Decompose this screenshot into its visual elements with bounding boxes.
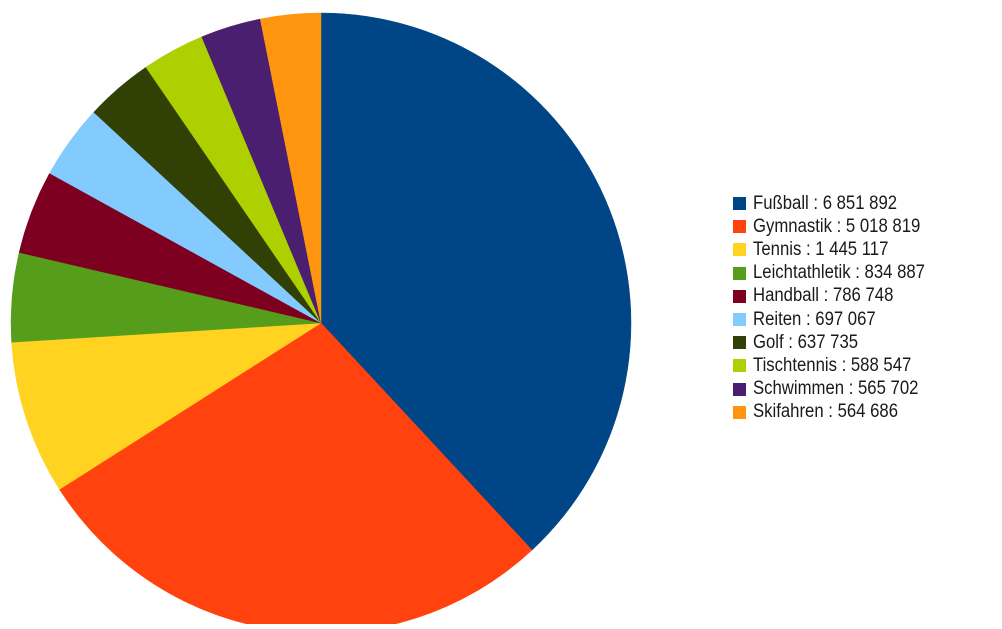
legend-swatch [733, 289, 746, 303]
legend-label: Fußball : 6 851 892 [753, 192, 898, 214]
pie-slice-fußball [320, 12, 632, 551]
legend-item: Tennis : 1 445 117 [733, 238, 948, 261]
pie-slice-gymnastik [59, 322, 533, 629]
legend-item: Golf : 637 735 [733, 331, 948, 354]
legend-swatch [733, 313, 746, 327]
legend-swatch [733, 382, 746, 396]
legend-item: Schwimmen : 565 702 [733, 378, 948, 401]
legend-swatch [733, 266, 746, 280]
legend-label: Reiten : 697 067 [753, 308, 876, 330]
legend-swatch [733, 336, 746, 350]
legend-swatch [733, 220, 746, 234]
chart-legend: Fußball : 6 851 892 Gymnastik : 5 018 819… [733, 192, 948, 424]
legend-label: Tischtennis : 588 547 [753, 354, 912, 376]
legend-swatch [733, 197, 746, 211]
legend-item: Handball : 786 748 [733, 285, 948, 308]
legend-item: Leichtathletik : 834 887 [733, 262, 948, 285]
legend-swatch [733, 243, 746, 257]
legend-label: Leichtathletik : 834 887 [753, 262, 925, 284]
legend-label: Gymnastik : 5 018 819 [753, 215, 921, 237]
pie-slice-skifahren [259, 12, 322, 324]
legend-item: Skifahren : 564 686 [733, 401, 948, 424]
legend-item: Tischtennis : 588 547 [733, 354, 948, 377]
legend-label: Schwimmen : 565 702 [753, 378, 919, 400]
legend-item: Fußball : 6 851 892 [733, 192, 948, 215]
legend-label: Tennis : 1 445 117 [753, 238, 889, 260]
legend-label: Skifahren : 564 686 [753, 401, 899, 423]
legend-swatch [733, 405, 746, 419]
legend-item: Reiten : 697 067 [733, 308, 948, 331]
legend-label: Golf : 637 735 [753, 331, 859, 353]
legend-label: Handball : 786 748 [753, 285, 894, 307]
legend-swatch [733, 359, 746, 373]
pie-slice-tennis [11, 322, 322, 490]
legend-item: Gymnastik : 5 018 819 [733, 215, 948, 238]
